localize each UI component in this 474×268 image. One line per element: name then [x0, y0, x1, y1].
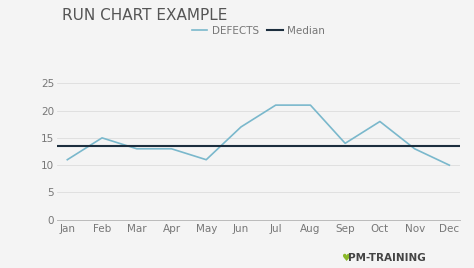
Legend: DEFECTS, Median: DEFECTS, Median — [188, 21, 329, 40]
Text: PM-TRAINING: PM-TRAINING — [348, 253, 426, 263]
Text: ♥: ♥ — [341, 253, 351, 263]
Text: RUN CHART EXAMPLE: RUN CHART EXAMPLE — [62, 8, 227, 23]
